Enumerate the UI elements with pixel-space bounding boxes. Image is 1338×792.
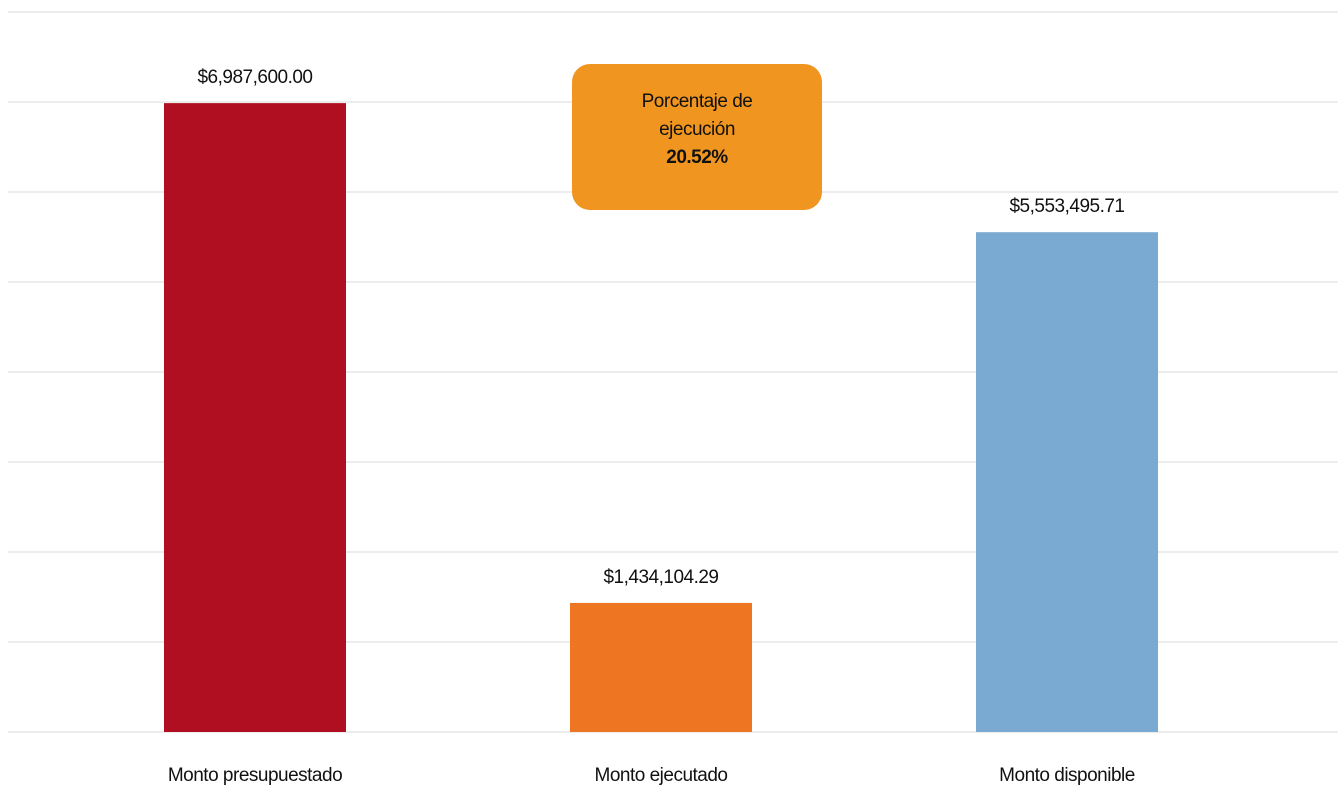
bar — [570, 602, 752, 732]
value-label: $6,987,600.00 — [197, 67, 312, 88]
bar — [164, 103, 346, 733]
annotation-text: Porcentaje de ejecución — [641, 91, 753, 140]
bar — [976, 232, 1158, 733]
value-label: $1,434,104.29 — [603, 567, 718, 588]
annotation-box: Porcentaje de ejecución 20.52% — [572, 64, 822, 210]
annotation-value: 20.52% — [666, 147, 728, 168]
value-label: $5,553,495.71 — [1009, 196, 1124, 217]
x-tick-label: Monto ejecutado — [595, 765, 728, 786]
x-tick-label: Monto disponible — [999, 765, 1135, 786]
x-tick-label: Monto presupuestado — [168, 765, 342, 786]
